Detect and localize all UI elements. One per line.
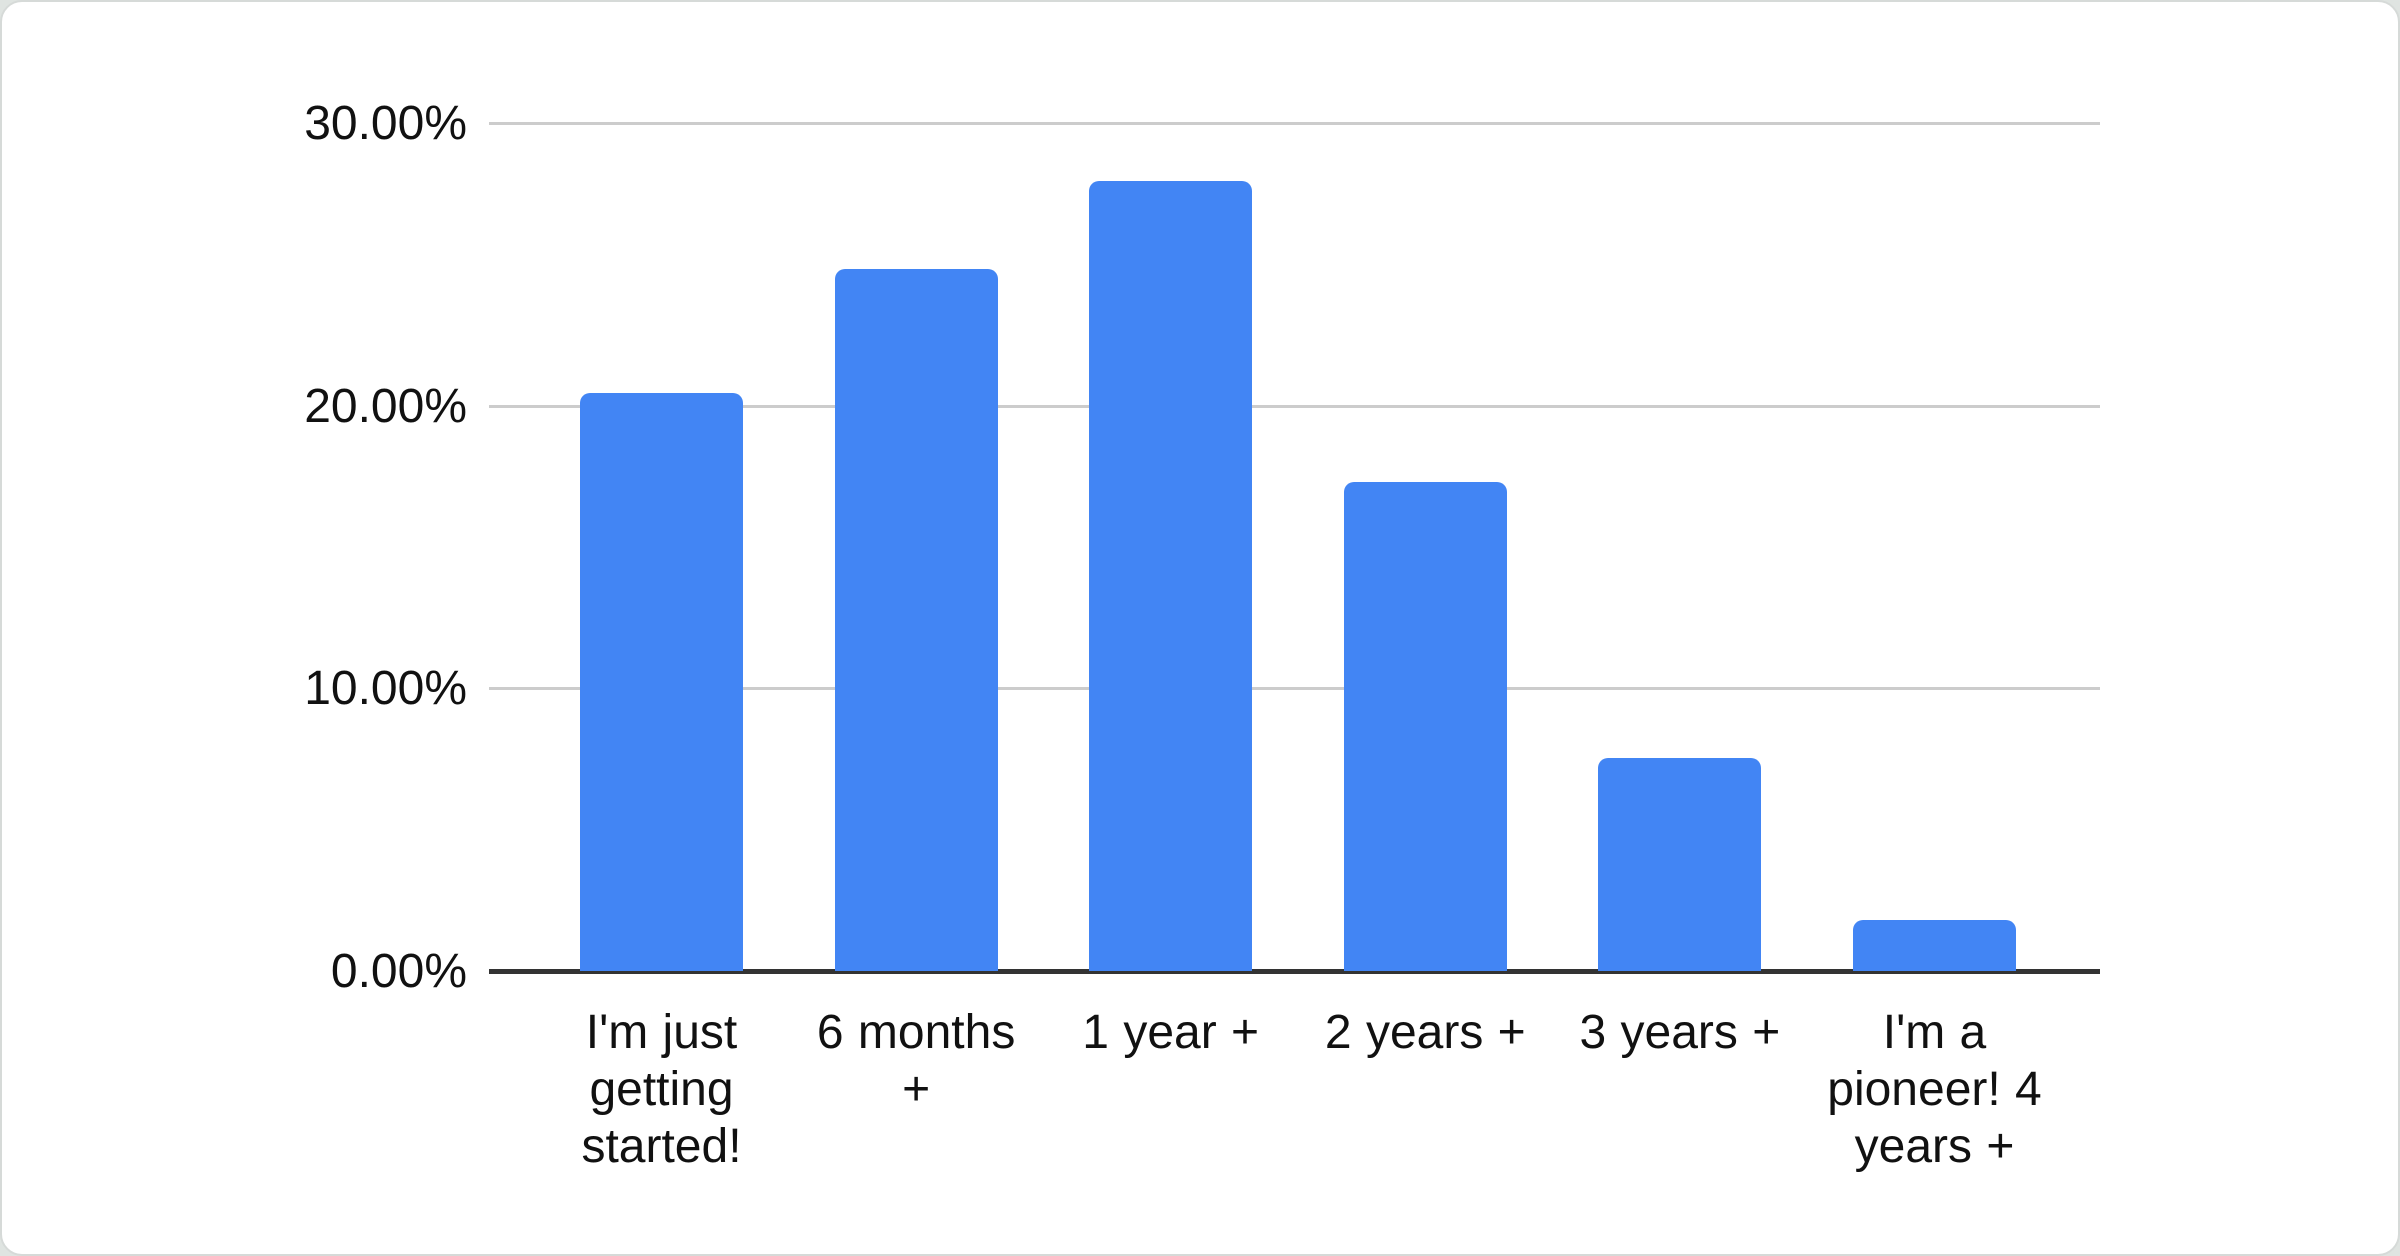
y-gridline: [489, 122, 2100, 125]
y-axis-tick-label: 0.00%: [330, 945, 467, 998]
bar-6[interactable]: [1853, 920, 2016, 971]
bar-2[interactable]: [834, 268, 998, 971]
x-axis-category-label: I'm a pioneer! 4 years +: [1827, 1006, 2042, 1173]
x-axis-category-label: 3 years +: [1579, 1006, 1781, 1059]
x-axis-category-label: 1 year +: [1082, 1006, 1260, 1059]
bar-4[interactable]: [1343, 481, 1507, 971]
x-axis-category-label: I'm just getting started!: [581, 1006, 742, 1173]
x-axis-category-label: 6 months +: [816, 1006, 1016, 1116]
y-axis-tick-label: 20.00%: [304, 379, 467, 433]
bar-5[interactable]: [1598, 757, 1762, 971]
y-axis-tick-label: 10.00%: [304, 662, 467, 716]
x-axis-category-label: 2 years +: [1324, 1006, 1526, 1059]
y-gridline: [489, 687, 2100, 691]
y-gridline: [489, 404, 2100, 408]
bar-1[interactable]: [580, 392, 743, 971]
y-axis-tick-label: 30.00%: [304, 97, 467, 150]
bar-3[interactable]: [1089, 180, 1253, 971]
x-axis-line: [489, 969, 2100, 974]
